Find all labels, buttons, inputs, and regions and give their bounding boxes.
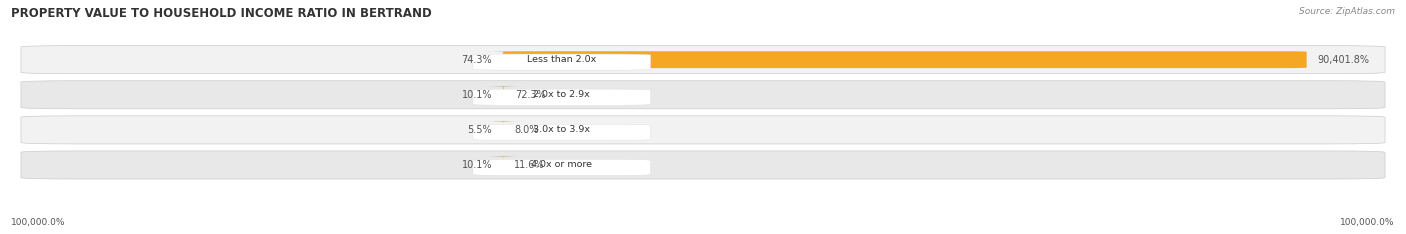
FancyBboxPatch shape (472, 54, 651, 70)
Text: Less than 2.0x: Less than 2.0x (527, 55, 596, 64)
Text: PROPERTY VALUE TO HOUSEHOLD INCOME RATIO IN BERTRAND: PROPERTY VALUE TO HOUSEHOLD INCOME RATIO… (11, 7, 432, 20)
Text: 100,000.0%: 100,000.0% (11, 218, 66, 227)
FancyBboxPatch shape (472, 124, 651, 140)
FancyBboxPatch shape (472, 159, 651, 176)
Text: 3.0x to 3.9x: 3.0x to 3.9x (533, 125, 591, 134)
FancyBboxPatch shape (482, 86, 524, 103)
FancyBboxPatch shape (21, 116, 1385, 144)
Text: 100,000.0%: 100,000.0% (1340, 218, 1395, 227)
FancyBboxPatch shape (21, 81, 1385, 109)
Text: 90,401.8%: 90,401.8% (1317, 55, 1369, 65)
FancyBboxPatch shape (482, 51, 523, 68)
FancyBboxPatch shape (482, 157, 524, 173)
Text: 8.0%: 8.0% (515, 125, 538, 135)
Text: 74.3%: 74.3% (461, 55, 492, 65)
FancyBboxPatch shape (484, 86, 524, 103)
Text: 72.3%: 72.3% (515, 90, 546, 100)
Text: 4.0x or more: 4.0x or more (531, 161, 592, 169)
FancyBboxPatch shape (21, 46, 1385, 74)
FancyBboxPatch shape (482, 121, 524, 138)
Text: 10.1%: 10.1% (461, 160, 492, 170)
Text: 5.5%: 5.5% (468, 125, 492, 135)
FancyBboxPatch shape (503, 51, 1306, 68)
Text: 11.6%: 11.6% (515, 160, 546, 170)
FancyBboxPatch shape (21, 151, 1385, 179)
Text: 10.1%: 10.1% (461, 90, 492, 100)
FancyBboxPatch shape (482, 157, 524, 173)
FancyBboxPatch shape (472, 89, 651, 105)
FancyBboxPatch shape (482, 121, 524, 138)
Text: 2.0x to 2.9x: 2.0x to 2.9x (533, 90, 591, 99)
Text: Source: ZipAtlas.com: Source: ZipAtlas.com (1299, 7, 1395, 16)
